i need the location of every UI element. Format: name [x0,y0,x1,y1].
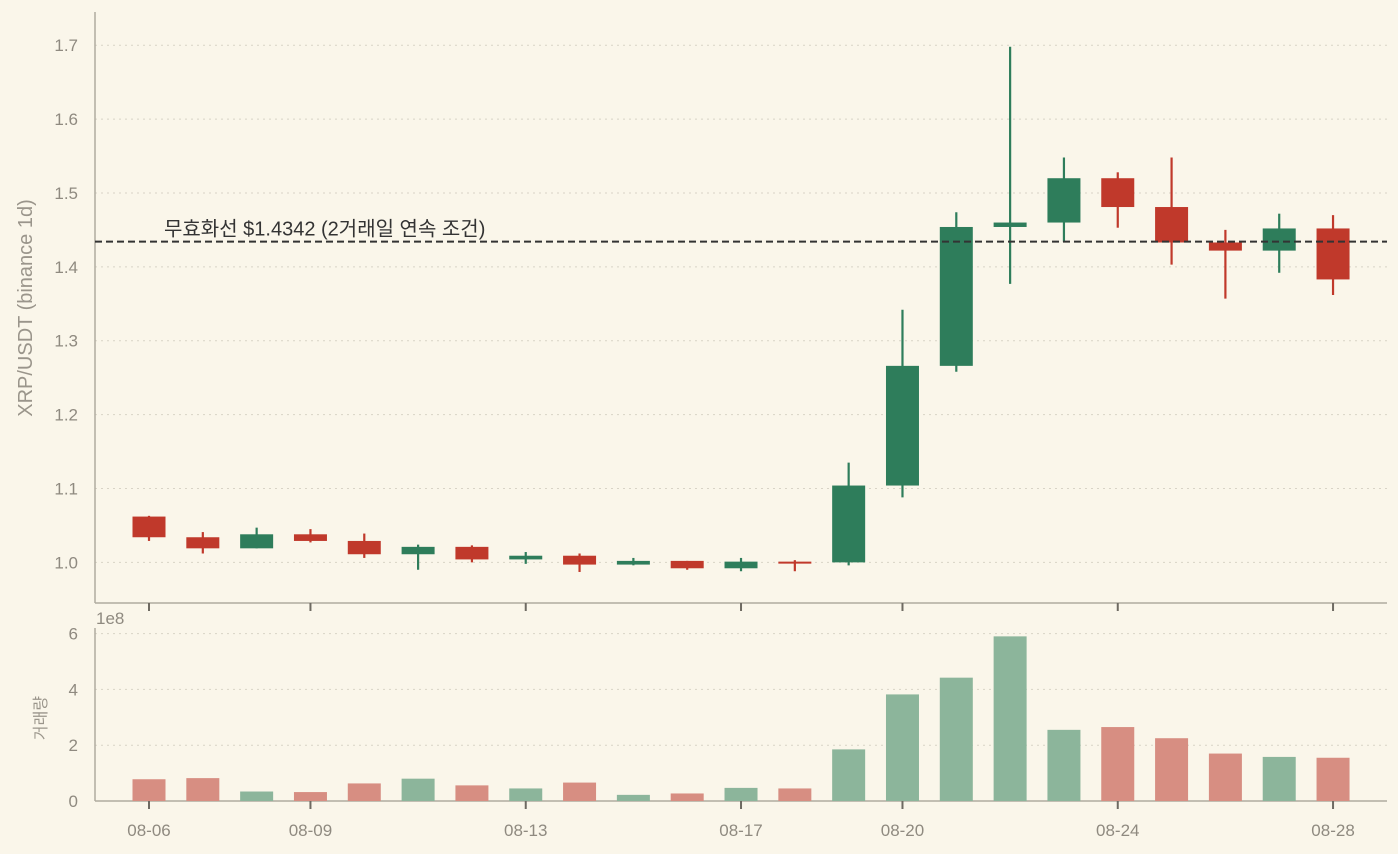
volume-bar [993,636,1027,801]
volume-y-tick-label: 6 [69,625,78,644]
x-tick-label: 08-06 [127,821,170,840]
candle-body [993,222,1027,227]
candle-body [885,365,919,486]
volume-y-axis-label: 거래량 [32,696,50,740]
candle-body [616,560,650,565]
price-y-tick-label: 1.4 [54,258,78,277]
volume-bar [939,677,973,801]
candle-body [1262,228,1296,251]
x-tick-label: 08-20 [881,821,924,840]
candle-body [240,534,274,549]
volume-bar [240,791,274,801]
volume-bar [1101,727,1135,801]
volume-y-tick-label: 0 [69,792,78,811]
price-x-axis-ticks [148,603,1335,611]
volume-gridlines [95,633,1387,802]
candle-body [724,561,758,569]
candle-body [347,540,381,555]
volume-bar [670,793,704,801]
volume-bar [132,779,166,801]
volume-bar [1316,757,1350,801]
price-y-tick-label: 1.1 [54,479,78,498]
volume-scale-label: 1e8 [96,609,124,628]
volume-bar [563,782,597,801]
volume-bar [1208,753,1242,801]
volume-bar [347,783,381,801]
volume-bar [885,694,919,801]
candle-body [401,546,435,555]
volume-y-tick-label: 2 [69,736,78,755]
x-tick-label: 08-28 [1311,821,1354,840]
candle-body [832,485,866,563]
volume-bar [724,787,758,801]
volume-x-axis-ticks: 08-06 08-09 08-13 08-17 08-20 08-24 08-28 [127,801,1355,840]
x-tick-label: 08-17 [719,821,762,840]
candle-body [939,226,973,366]
candles [132,46,1350,572]
volume-bar [1262,756,1296,801]
price-y-tick-label: 1.3 [54,332,78,351]
volume-bar [1047,729,1081,801]
volume-y-tick-label: 4 [69,680,78,699]
candle-body [293,534,327,541]
volume-bar [1155,738,1189,801]
volume-y-axis-ticks: 0 2 4 6 [69,625,78,811]
volume-bar [186,778,220,801]
candle-body [1155,207,1189,243]
candle-body [1047,178,1081,223]
candle-body [1316,228,1350,280]
volume-bar [832,749,866,801]
candle-body [455,546,489,560]
volume-bar [778,788,812,801]
price-y-tick-label: 1.5 [54,184,78,203]
price-y-tick-label: 1.7 [54,36,78,55]
candle-body [778,561,812,564]
volume-bar [509,788,543,801]
price-y-axis-ticks: 1.0 1.1 1.2 1.3 1.4 1.5 1.6 1.7 [54,36,78,572]
volume-bar [455,785,489,801]
x-tick-label: 08-09 [289,821,332,840]
candle-body [1101,178,1135,208]
x-tick-label: 08-24 [1096,821,1139,840]
candle-body [132,516,166,538]
price-y-tick-label: 1.6 [54,110,78,129]
volume-bars [132,636,1350,801]
volume-bar [401,778,435,801]
x-tick-label: 08-13 [504,821,547,840]
volume-bar [616,794,650,801]
price-y-tick-label: 1.2 [54,406,78,425]
candle-body [563,555,597,565]
price-y-axis-label: XRP/USDT (binance 1d) [15,199,37,417]
price-y-tick-label: 1.0 [54,553,78,572]
candle-body [670,560,704,569]
price-gridlines [95,44,1387,563]
candle-body [1208,242,1242,251]
volume-bar [293,792,327,801]
candle-body [509,555,543,560]
invalidation-line-label: 무효화선 $1.4342 (2거래일 연속 조건) [164,218,485,241]
candle-body [186,537,220,549]
